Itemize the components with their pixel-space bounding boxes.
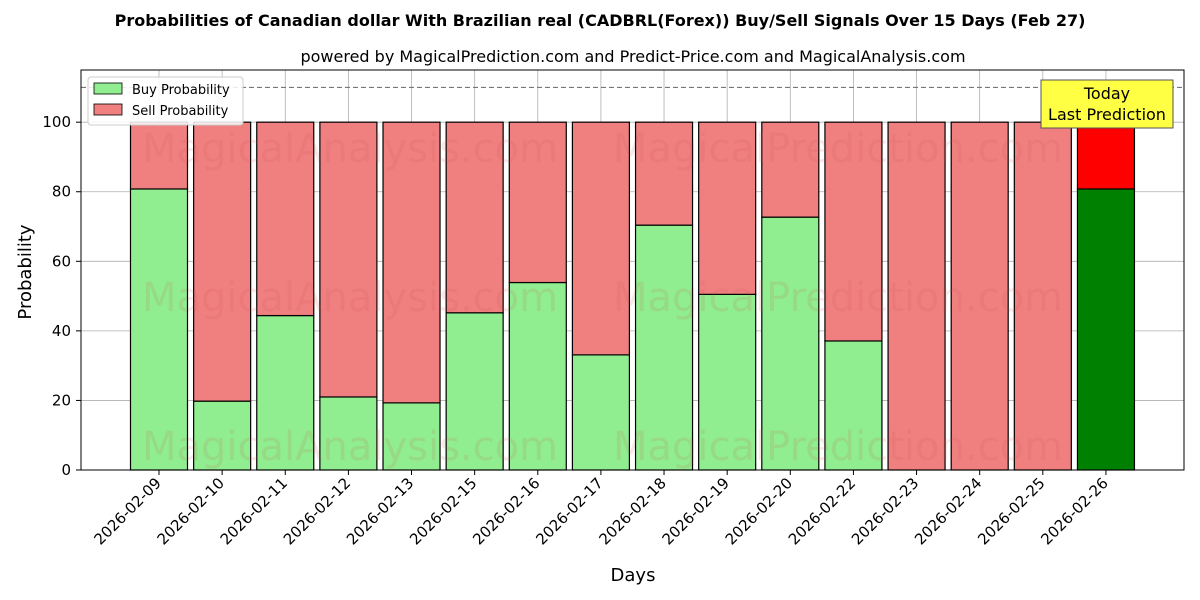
- today-annotation-line2: Last Prediction: [1048, 105, 1166, 124]
- bar-buy-2026-02-11: [256, 314, 315, 471]
- watermark-layer: MagicalAnalysis.com MagicalPrediction.com…: [142, 126, 1063, 470]
- y-tick-label: 80: [52, 183, 71, 201]
- bars-layer: [81, 86, 1184, 471]
- watermark-text: MagicalPrediction.com: [613, 424, 1063, 470]
- bar-sell-2026-02-15: [445, 121, 504, 314]
- plot-frame: [80, 69, 1185, 471]
- bar-sell-2026-02-26: [1076, 121, 1136, 190]
- x-tick-label: 2026-02-25: [974, 474, 1048, 548]
- x-tick-label: 2026-02-15: [406, 474, 480, 548]
- x-tick-label: 2026-02-11: [217, 474, 291, 548]
- watermark-text: MagicalAnalysis.com: [142, 126, 558, 172]
- legend-label-buy: Buy Probability: [132, 83, 230, 98]
- watermark-text: MagicalPrediction.com: [613, 275, 1063, 321]
- y-tick-label: 20: [52, 391, 71, 409]
- bar-buy-2026-02-13: [382, 402, 441, 471]
- legend-swatch-sell: [93, 103, 123, 116]
- y-tick-label: 60: [52, 252, 71, 270]
- bar-sell-2026-02-23: [887, 121, 946, 471]
- x-axis-title: Days: [611, 565, 656, 586]
- bar-buy-2026-02-22: [824, 340, 883, 471]
- chart-subtitle: powered by MagicalPrediction.com and Pre…: [300, 47, 965, 66]
- today-annotation: Today Last Prediction: [1040, 79, 1174, 129]
- watermark-text: MagicalPrediction.com: [613, 126, 1063, 172]
- bar-buy-2026-02-15: [445, 312, 504, 471]
- x-tick-label: 2026-02-23: [848, 474, 922, 548]
- watermark-text: MagicalAnalysis.com: [142, 275, 558, 321]
- bar-sell-2026-02-17: [571, 121, 631, 356]
- x-tick-label: 2026-02-20: [722, 474, 796, 548]
- y-tick-label: 40: [52, 322, 71, 340]
- bar-sell-2026-02-13: [382, 121, 441, 404]
- bar-sell-2026-02-16: [508, 121, 567, 284]
- x-tick-label: 2026-02-19: [659, 474, 733, 548]
- bar-buy-2026-02-20: [761, 216, 820, 471]
- bar-buy-2026-02-17: [571, 354, 631, 471]
- x-tick-label: 2026-02-26: [1037, 474, 1111, 548]
- x-tick-label: 2026-02-13: [343, 474, 417, 548]
- bar-sell-2026-02-19: [698, 121, 757, 295]
- x-tick-label: 2026-02-16: [469, 474, 543, 548]
- bar-buy-2026-02-18: [634, 224, 694, 471]
- bar-sell-2026-02-24: [950, 121, 1009, 471]
- x-tick-label: 2026-02-09: [90, 474, 164, 548]
- legend: Buy Probability Sell Probability: [87, 76, 244, 126]
- bar-sell-2026-02-18: [634, 121, 694, 226]
- chart-title: Probabilities of Canadian dollar With Br…: [115, 11, 1086, 30]
- x-tick-label: 2026-02-10: [154, 474, 228, 548]
- bar-sell-2026-02-11: [256, 121, 315, 317]
- legend-swatch-buy: [93, 82, 123, 95]
- x-tick-label: 2026-02-24: [911, 474, 985, 548]
- bar-buy-2026-02-26: [1076, 188, 1136, 471]
- legend-label-sell: Sell Probability: [132, 104, 229, 119]
- today-annotation-box: [1040, 79, 1174, 129]
- bar-buy-2026-02-16: [508, 281, 567, 471]
- x-tick-label: 2026-02-12: [280, 474, 354, 548]
- x-tick-label: 2026-02-22: [785, 474, 859, 548]
- bar-sell-2026-02-12: [319, 121, 378, 398]
- bar-buy-2026-02-10: [193, 400, 252, 471]
- y-tick-label: 0: [61, 461, 71, 479]
- watermark-text: MagicalAnalysis.com: [142, 424, 558, 470]
- y-tick-label: 100: [42, 113, 71, 131]
- legend-box: [87, 76, 244, 126]
- bar-buy-2026-02-19: [698, 293, 757, 471]
- x-tick-label: 2026-02-17: [532, 474, 606, 548]
- today-annotation-line1: Today: [1083, 84, 1130, 103]
- bar-sell-2026-02-22: [824, 121, 883, 342]
- x-tick-label: 2026-02-18: [595, 474, 669, 548]
- y-axis-title: Probability: [15, 224, 36, 319]
- bar-sell-2026-02-20: [761, 121, 820, 218]
